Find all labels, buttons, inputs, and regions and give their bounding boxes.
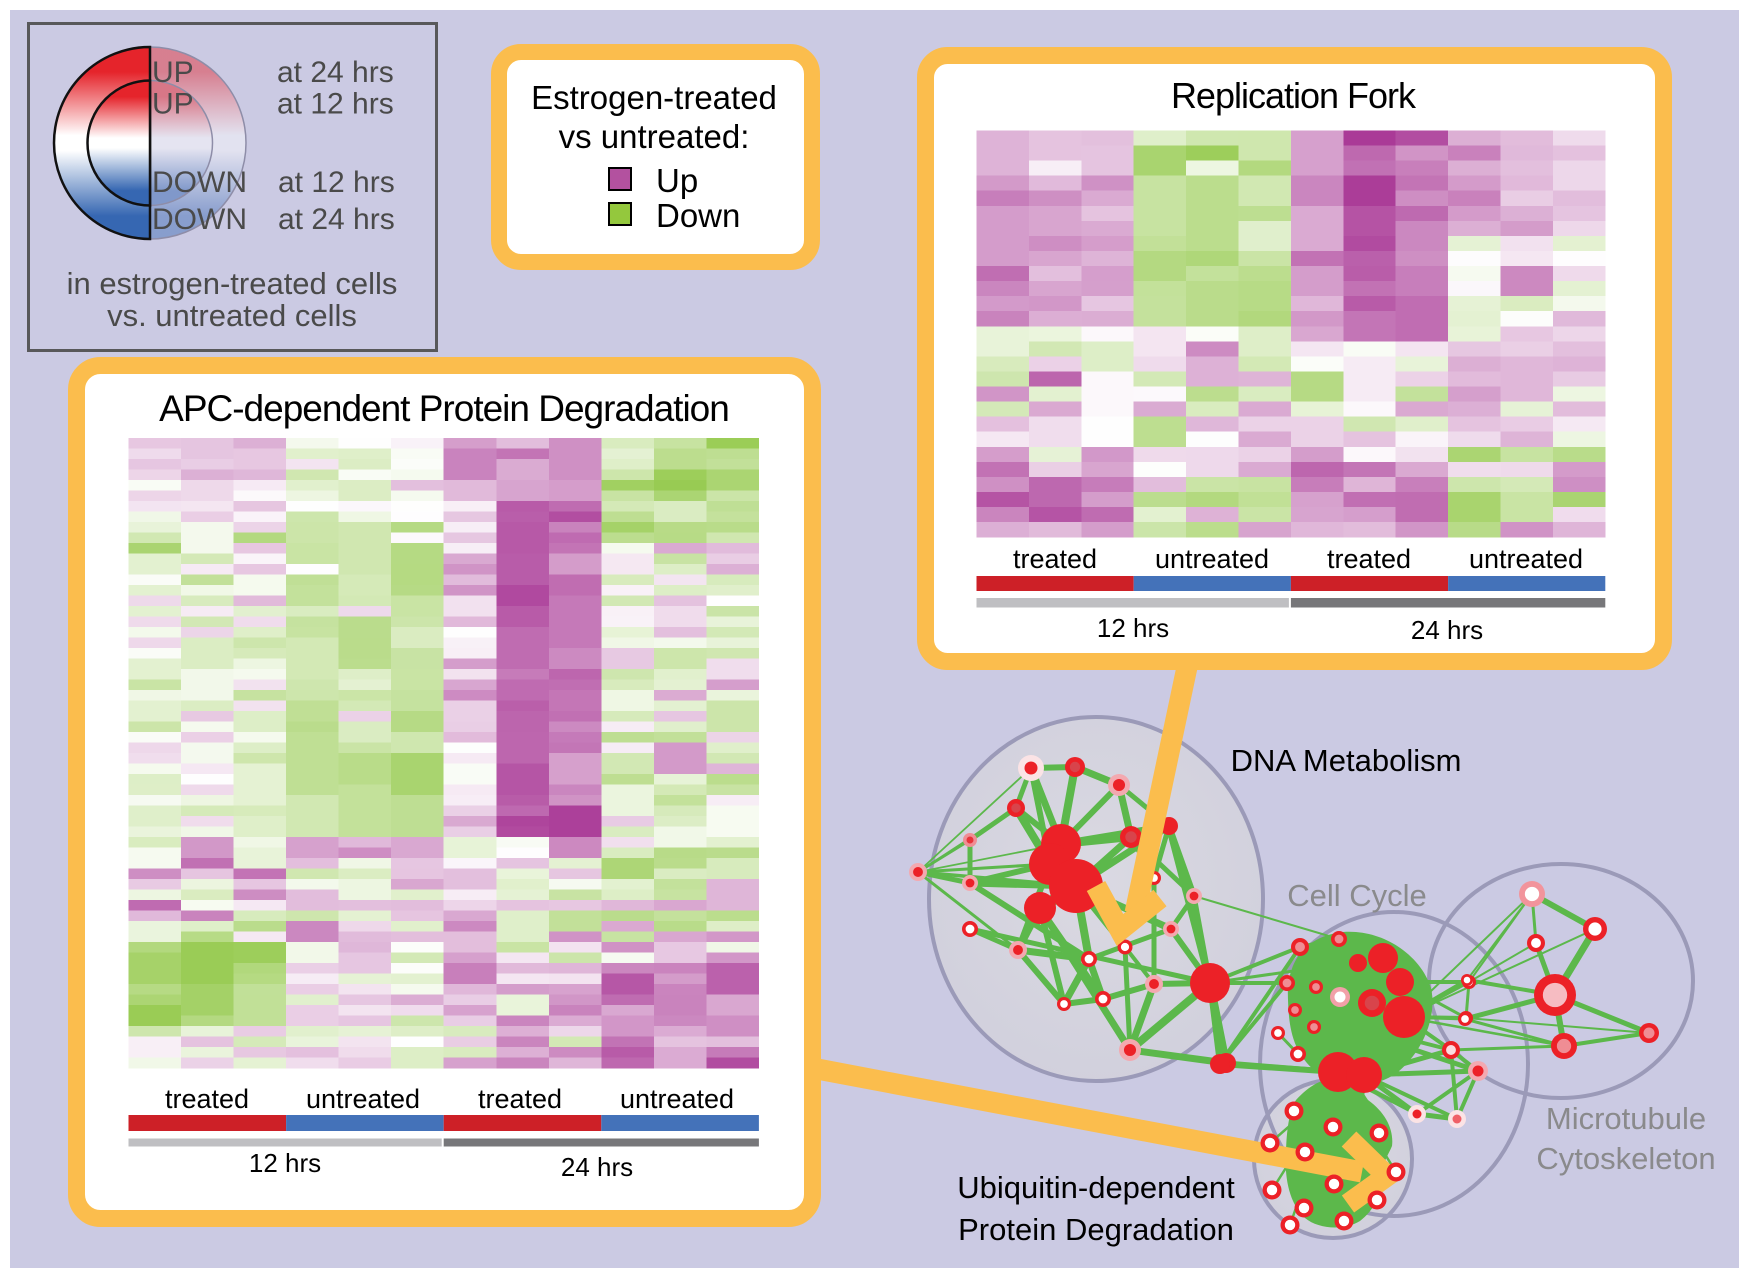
svg-text:in estrogen-treated cells: in estrogen-treated cells: [67, 266, 398, 301]
svg-text:treated: treated: [1013, 544, 1097, 574]
svg-text:untreated: untreated: [1155, 544, 1269, 574]
svg-text:24 hrs: 24 hrs: [1411, 615, 1483, 645]
svg-text:treated: treated: [165, 1084, 249, 1114]
svg-text:UP: UP: [152, 88, 194, 121]
svg-text:APC-dependent Protein Degradat: APC-dependent Protein Degradation: [159, 388, 729, 429]
svg-text:Replication Fork: Replication Fork: [1171, 75, 1417, 116]
svg-text:Ubiquitin-dependent: Ubiquitin-dependent: [957, 1170, 1235, 1205]
svg-text:12 hrs: 12 hrs: [1097, 613, 1169, 643]
svg-text:treated: treated: [1327, 544, 1411, 574]
svg-text:12 hrs: 12 hrs: [249, 1148, 321, 1178]
svg-text:Down: Down: [656, 197, 740, 234]
svg-text:UP: UP: [152, 56, 194, 89]
svg-text:at 12 hrs: at 12 hrs: [278, 166, 395, 199]
svg-text:untreated: untreated: [306, 1084, 420, 1114]
svg-text:DOWN: DOWN: [152, 166, 247, 199]
svg-text:treated: treated: [478, 1084, 562, 1114]
svg-text:Estrogen-treated: Estrogen-treated: [531, 79, 777, 116]
svg-text:24 hrs: 24 hrs: [561, 1152, 633, 1182]
svg-text:vs untreated:: vs untreated:: [559, 118, 750, 155]
svg-text:DNA Metabolism: DNA Metabolism: [1231, 743, 1462, 778]
svg-text:at 24 hrs: at 24 hrs: [278, 203, 395, 236]
svg-text:untreated: untreated: [1469, 544, 1583, 574]
svg-text:Up: Up: [656, 162, 698, 199]
svg-text:Protein Degradation: Protein Degradation: [958, 1212, 1234, 1247]
svg-text:Cytoskeleton: Cytoskeleton: [1536, 1141, 1715, 1176]
svg-text:untreated: untreated: [620, 1084, 734, 1114]
svg-text:Cell Cycle: Cell Cycle: [1287, 878, 1427, 913]
svg-text:Microtubule: Microtubule: [1546, 1101, 1706, 1136]
svg-text:at 24 hrs: at 24 hrs: [277, 56, 394, 89]
svg-text:DOWN: DOWN: [152, 203, 247, 236]
svg-text:at 12 hrs: at 12 hrs: [277, 88, 394, 121]
svg-text:vs. untreated cells: vs. untreated cells: [107, 298, 357, 333]
